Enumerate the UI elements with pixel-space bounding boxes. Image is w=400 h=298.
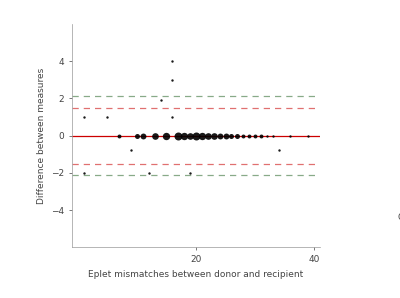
- Point: [152, 133, 158, 138]
- Point: [240, 133, 246, 138]
- Point: [246, 133, 252, 138]
- Point: [210, 133, 217, 138]
- Point: [234, 133, 240, 138]
- Point: [81, 114, 87, 119]
- Point: [163, 133, 170, 138]
- Point: [305, 133, 311, 138]
- Point: [258, 133, 264, 138]
- Point: [199, 133, 205, 138]
- Point: [157, 98, 164, 103]
- Point: [222, 133, 229, 138]
- Legend: 1, 5: 1, 5: [396, 211, 400, 255]
- Point: [216, 133, 223, 138]
- Point: [104, 114, 111, 119]
- Point: [140, 133, 146, 138]
- Point: [128, 148, 134, 153]
- Point: [205, 133, 211, 138]
- Point: [287, 133, 294, 138]
- X-axis label: Eplet mismatches between donor and recipient: Eplet mismatches between donor and recip…: [88, 269, 304, 279]
- Point: [187, 133, 193, 138]
- Point: [193, 133, 199, 138]
- Point: [252, 133, 258, 138]
- Point: [264, 133, 270, 138]
- Point: [116, 133, 122, 138]
- Point: [175, 133, 182, 138]
- Point: [228, 133, 235, 138]
- Point: [81, 170, 87, 175]
- Point: [270, 133, 276, 138]
- Point: [169, 59, 176, 63]
- Point: [134, 133, 140, 138]
- Point: [187, 170, 193, 175]
- Point: [146, 170, 152, 175]
- Y-axis label: Difference between measures: Difference between measures: [37, 67, 46, 204]
- Point: [276, 148, 282, 153]
- Point: [169, 77, 176, 82]
- Point: [169, 114, 176, 119]
- Point: [181, 133, 187, 138]
